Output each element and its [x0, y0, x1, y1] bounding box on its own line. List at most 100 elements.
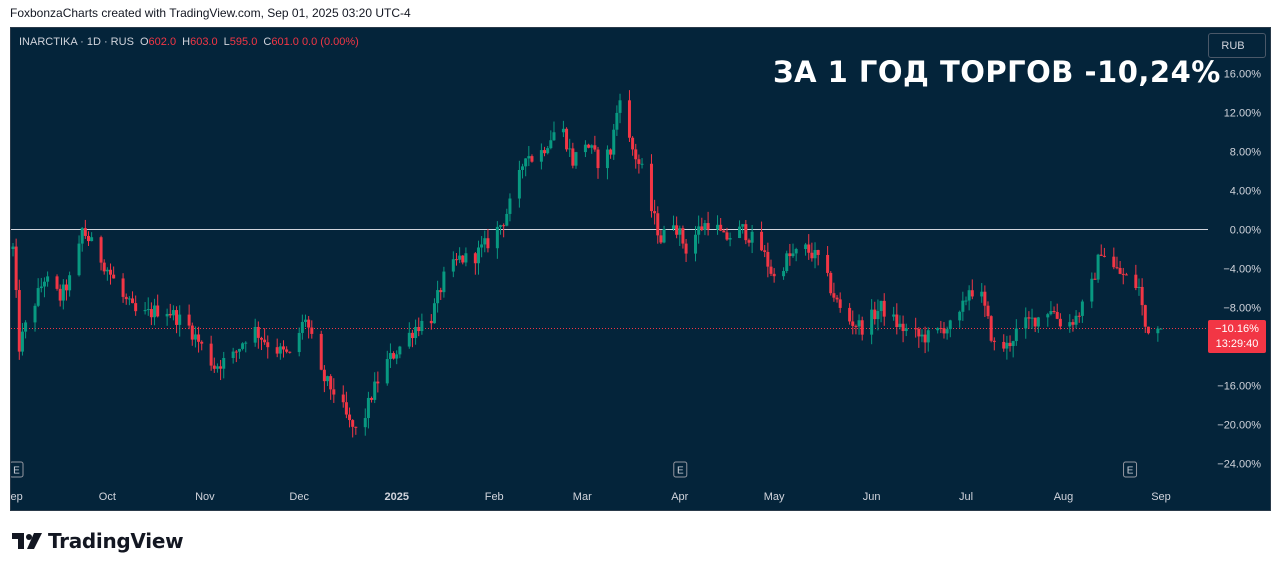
candle-body [640, 163, 644, 165]
candle-body [543, 150, 547, 154]
candle-body [473, 253, 477, 264]
candle-body [832, 293, 836, 298]
candle-body [215, 366, 219, 369]
candle-body [436, 290, 440, 304]
candle-body [1030, 317, 1034, 319]
candle-body [354, 426, 358, 428]
candle-body [112, 274, 116, 279]
candle-body [524, 158, 528, 167]
candle-body [156, 305, 160, 317]
candle-body [571, 148, 575, 166]
candle-body [326, 376, 330, 382]
candle-body [788, 253, 792, 257]
candle-body [127, 298, 131, 300]
x-tick-label: Mar [573, 491, 592, 503]
candle-body [851, 321, 855, 326]
candle-body [530, 156, 534, 162]
candle-body [936, 327, 940, 331]
candle-body [521, 166, 525, 170]
candle-body [920, 334, 924, 337]
candle-body [1046, 314, 1050, 318]
candle-body [143, 310, 147, 312]
candle-body [948, 320, 952, 330]
candle-body [178, 314, 182, 325]
earnings-marker[interactable]: E [673, 461, 688, 478]
candle-body [175, 310, 179, 325]
candle-body [1071, 322, 1075, 325]
candle-body [1077, 315, 1081, 317]
candle-body [1156, 328, 1160, 334]
candle-body [967, 290, 971, 301]
candle-body [958, 311, 962, 321]
x-tick-label: Sep [1151, 491, 1171, 503]
candle-body [124, 296, 128, 300]
candle-body [351, 420, 355, 427]
candle-body [395, 354, 399, 359]
candle-body [322, 369, 326, 382]
symbol-legend: INARCTIKA · 1D · RUS O602.0 H603.0 L595.… [19, 36, 359, 48]
last-price-value: −10.16% [1215, 323, 1259, 335]
candle-body [429, 320, 433, 324]
candle-body [816, 250, 820, 255]
candle-body [926, 330, 930, 343]
candle-body [892, 314, 896, 317]
candle-body [212, 365, 216, 369]
candle-body [706, 223, 710, 230]
candle-body [332, 389, 336, 395]
chart-panel[interactable]: 16.00% 12.00% 8.00% 4.00% 0.00% −4.00% −8.00% −… [10, 27, 1271, 511]
candle-body [1080, 301, 1084, 316]
legend-symbol[interactable]: INARCTIKA · 1D · RUS [19, 36, 134, 48]
candle-body [747, 240, 751, 243]
candle-body [684, 243, 688, 254]
tradingview-logo[interactable]: TradingView [12, 529, 184, 553]
candle-body [992, 340, 996, 342]
legend-high-label: H [182, 36, 191, 48]
candle-body [649, 163, 653, 212]
candle-body [785, 253, 789, 272]
candle-body [1124, 274, 1128, 276]
candle-body [64, 284, 68, 291]
candle-body [904, 328, 908, 332]
candle-body [80, 228, 84, 244]
candle-body [659, 235, 663, 243]
earnings-marker[interactable]: E [1123, 461, 1138, 478]
currency-button[interactable]: RUB [1208, 33, 1266, 58]
candle-body [590, 145, 594, 148]
earnings-marker-box [673, 461, 688, 478]
candle-body [568, 148, 572, 150]
candle-body [835, 297, 839, 300]
candle-body [870, 309, 874, 335]
candle-body [1058, 318, 1062, 327]
candle-body [609, 149, 613, 155]
earnings-marker-box [11, 461, 24, 478]
candle-body [1118, 267, 1122, 274]
candle-body [461, 255, 465, 263]
candle-body [1143, 305, 1147, 327]
candle-body [307, 319, 311, 328]
candle-body [134, 303, 138, 312]
earnings-marker[interactable]: E [11, 461, 24, 478]
candle-body [502, 225, 506, 227]
y-tick-label: 0.00% [1230, 225, 1261, 237]
candle-body [171, 310, 175, 316]
candle-body [675, 225, 679, 235]
candle-body [190, 325, 194, 340]
candle-body [716, 224, 720, 230]
y-tick-label: −8.00% [1223, 303, 1261, 315]
candle-body [1052, 310, 1056, 312]
candle-body [807, 244, 811, 253]
candle-body [1121, 273, 1125, 275]
candle-body [253, 326, 257, 343]
price-chart[interactable]: 16.00% 12.00% 8.00% 4.00% 0.00% −4.00% −8.00% −… [11, 28, 1271, 511]
candle-body [58, 288, 62, 301]
candle-body [200, 341, 204, 344]
y-tick-label: 8.00% [1230, 147, 1261, 159]
candle-body [414, 327, 418, 339]
y-tick-label: −20.00% [1217, 420, 1261, 432]
y-tick-label: 16.00% [1224, 69, 1262, 81]
candle-body [552, 132, 556, 141]
candle-body [319, 333, 323, 370]
last-price-label: −10.16% 13:29:40 [1208, 320, 1266, 353]
candle-body [1055, 311, 1059, 319]
legend-low-label: L [223, 36, 230, 48]
